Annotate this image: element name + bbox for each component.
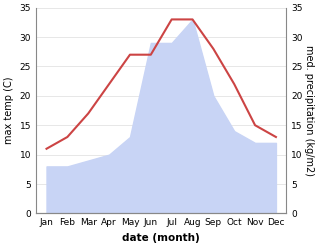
X-axis label: date (month): date (month) — [122, 233, 200, 243]
Y-axis label: med. precipitation (kg/m2): med. precipitation (kg/m2) — [304, 45, 314, 176]
Y-axis label: max temp (C): max temp (C) — [4, 77, 14, 144]
